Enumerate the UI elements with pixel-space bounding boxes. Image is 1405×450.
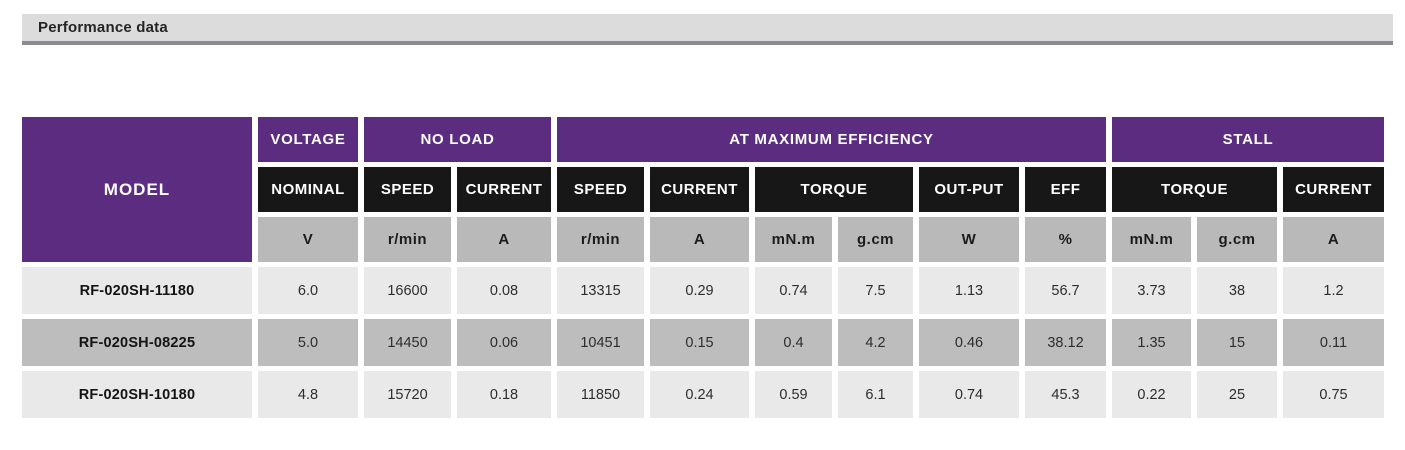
- performance-table-head: MODEL VOLTAGE NO LOAD AT MAXIMUM EFFICIENCY…: [22, 117, 1384, 262]
- value-cell: 1.13: [919, 267, 1019, 314]
- table-row: RF-020SH-11180 6.0 16600 0.08 13315 0.29 0.74 7…: [22, 267, 1384, 314]
- subheader-torque-8: TORQUE: [1112, 167, 1277, 212]
- subheader-speed-1: SPEED: [364, 167, 451, 212]
- unit-a-2: A: [457, 217, 551, 262]
- value-cell: 0.74: [919, 371, 1019, 418]
- value-cell: 0.18: [457, 371, 551, 418]
- subheader-speed-3: SPEED: [557, 167, 644, 212]
- unit-g-cm-10: g.cm: [1197, 217, 1277, 262]
- subheader-current-9: CURRENT: [1283, 167, 1384, 212]
- model-cell: RF-020SH-08225: [22, 319, 252, 366]
- group-header-stall: STALL: [1112, 117, 1384, 162]
- unit-a-11: A: [1283, 217, 1384, 262]
- value-cell: 0.08: [457, 267, 551, 314]
- group-header-no-load: NO LOAD: [364, 117, 551, 162]
- performance-table-body: RF-020SH-11180 6.0 16600 0.08 13315 0.29 0.74 7…: [22, 267, 1384, 418]
- value-cell: 15: [1197, 319, 1277, 366]
- value-cell: 0.11: [1283, 319, 1384, 366]
- value-cell: 10451: [557, 319, 644, 366]
- subheader-current-4: CURRENT: [650, 167, 749, 212]
- value-cell: 4.2: [838, 319, 913, 366]
- value-cell: 38: [1197, 267, 1277, 314]
- value-cell: 11850: [557, 371, 644, 418]
- value-cell: 0.59: [755, 371, 832, 418]
- value-cell: 14450: [364, 319, 451, 366]
- value-cell: 3.73: [1112, 267, 1191, 314]
- value-cell: 25: [1197, 371, 1277, 418]
- value-cell: 38.12: [1025, 319, 1106, 366]
- subheader-current-2: CURRENT: [457, 167, 551, 212]
- unit-a-4: A: [650, 217, 749, 262]
- value-cell: 4.8: [258, 371, 358, 418]
- value-cell: 16600: [364, 267, 451, 314]
- section-title: Performance data: [38, 19, 168, 36]
- value-cell: 0.29: [650, 267, 749, 314]
- value-cell: 0.24: [650, 371, 749, 418]
- group-header-row: MODEL VOLTAGE NO LOAD AT MAXIMUM EFFICIENCY…: [22, 117, 1384, 262]
- unit-mn-m-5: mN.m: [755, 217, 832, 262]
- section-header-bar: Performance data: [22, 14, 1393, 45]
- unit-r-min-1: r/min: [364, 217, 451, 262]
- value-cell: 0.15: [650, 319, 749, 366]
- group-header-at-maximum-efficiency: AT MAXIMUM EFFICIENCY: [557, 117, 1106, 162]
- model-cell: RF-020SH-11180: [22, 267, 252, 314]
- subheader-eff-7: EFF: [1025, 167, 1106, 212]
- value-cell: 13315: [557, 267, 644, 314]
- model-cell: RF-020SH-10180: [22, 371, 252, 418]
- value-cell: 0.22: [1112, 371, 1191, 418]
- unit-v-0: V: [258, 217, 358, 262]
- subheader-torque-5: TORQUE: [755, 167, 913, 212]
- value-cell: 7.5: [838, 267, 913, 314]
- value-cell: 1.2: [1283, 267, 1384, 314]
- table-row: RF-020SH-10180 4.8 15720 0.18 11850 0.24 0.59 6…: [22, 371, 1384, 418]
- subheader-row: NOMINAL SPEED CURRENT SPEED CURRENT TORQUE OUT…: [22, 167, 1384, 212]
- value-cell: 0.75: [1283, 371, 1384, 418]
- performance-table: MODEL VOLTAGE NO LOAD AT MAXIMUM EFFICIENCY…: [16, 112, 1390, 423]
- group-header-voltage: VOLTAGE: [258, 117, 358, 162]
- table-row: RF-020SH-08225 5.0 14450 0.06 10451 0.15 0.4 4.…: [22, 319, 1384, 366]
- unit--8: %: [1025, 217, 1106, 262]
- model-column-header: MODEL: [22, 117, 252, 262]
- value-cell: 56.7: [1025, 267, 1106, 314]
- subheader-nominal-0: NOMINAL: [258, 167, 358, 212]
- subheader-out-put-6: OUT-PUT: [919, 167, 1019, 212]
- value-cell: 6.0: [258, 267, 358, 314]
- value-cell: 15720: [364, 371, 451, 418]
- unit-g-cm-6: g.cm: [838, 217, 913, 262]
- unit-r-min-3: r/min: [557, 217, 644, 262]
- unit-mn-m-9: mN.m: [1112, 217, 1191, 262]
- value-cell: 0.74: [755, 267, 832, 314]
- value-cell: 5.0: [258, 319, 358, 366]
- value-cell: 6.1: [838, 371, 913, 418]
- value-cell: 1.35: [1112, 319, 1191, 366]
- value-cell: 45.3: [1025, 371, 1106, 418]
- value-cell: 0.4: [755, 319, 832, 366]
- unit-w-7: W: [919, 217, 1019, 262]
- value-cell: 0.46: [919, 319, 1019, 366]
- value-cell: 0.06: [457, 319, 551, 366]
